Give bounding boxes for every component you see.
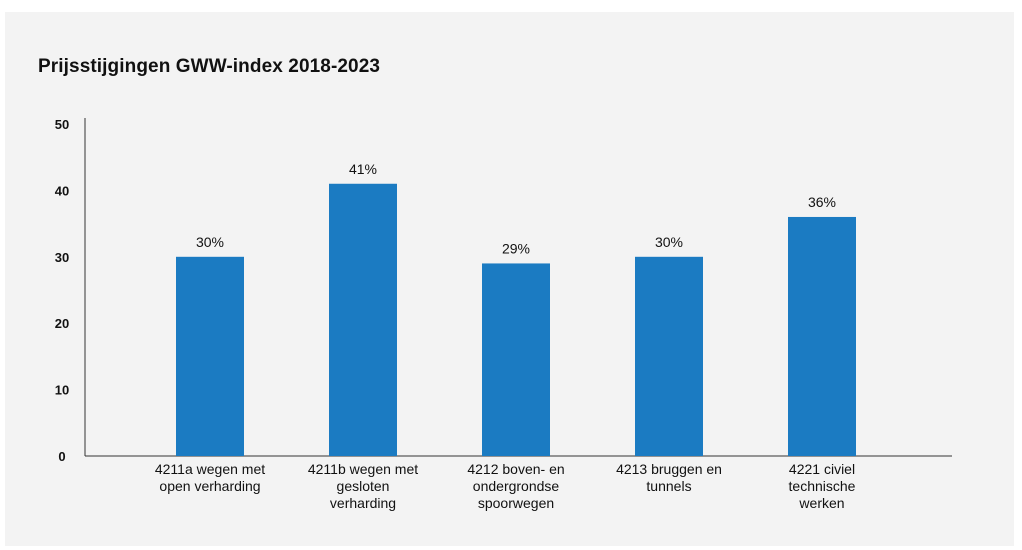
bars bbox=[176, 183, 856, 456]
bar-value-label: 41% bbox=[349, 161, 377, 177]
x-tick-label: 4213 bruggen en tunnels bbox=[616, 461, 722, 494]
y-tick-label: 20 bbox=[55, 316, 69, 331]
y-tick-label: 40 bbox=[55, 183, 69, 198]
y-tick-label: 30 bbox=[55, 250, 69, 265]
x-tick-label: 4211b wegen met gesloten verharding bbox=[308, 461, 418, 511]
y-tick-label: 0 bbox=[58, 449, 65, 464]
y-axis-ticks: 0 10 20 30 40 50 bbox=[55, 117, 69, 464]
bar bbox=[482, 263, 550, 456]
bar-value-label: 30% bbox=[655, 234, 683, 250]
y-tick-label: 10 bbox=[55, 383, 69, 398]
x-tick-label: 4221 civiel technische werken bbox=[789, 461, 856, 511]
y-tick-label: 50 bbox=[55, 117, 69, 132]
bar bbox=[176, 256, 244, 456]
bar-value-label: 36% bbox=[808, 194, 836, 210]
bar bbox=[635, 256, 703, 456]
category-labels: 4211a wegen met open verharding 4211b wege… bbox=[155, 461, 856, 511]
value-labels: 30% 41% 29% 30% 36% bbox=[196, 161, 836, 257]
bar-value-label: 29% bbox=[502, 240, 530, 256]
bar bbox=[788, 216, 856, 456]
bar bbox=[329, 183, 397, 456]
x-tick-label: 4211a wegen met open verharding bbox=[155, 461, 265, 494]
bar-value-label: 30% bbox=[196, 234, 224, 250]
x-tick-label: 4212 boven- en ondergrondse spoorwegen bbox=[467, 461, 564, 511]
chart-title: Prijsstijgingen GWW-index 2018-2023 bbox=[38, 56, 381, 77]
